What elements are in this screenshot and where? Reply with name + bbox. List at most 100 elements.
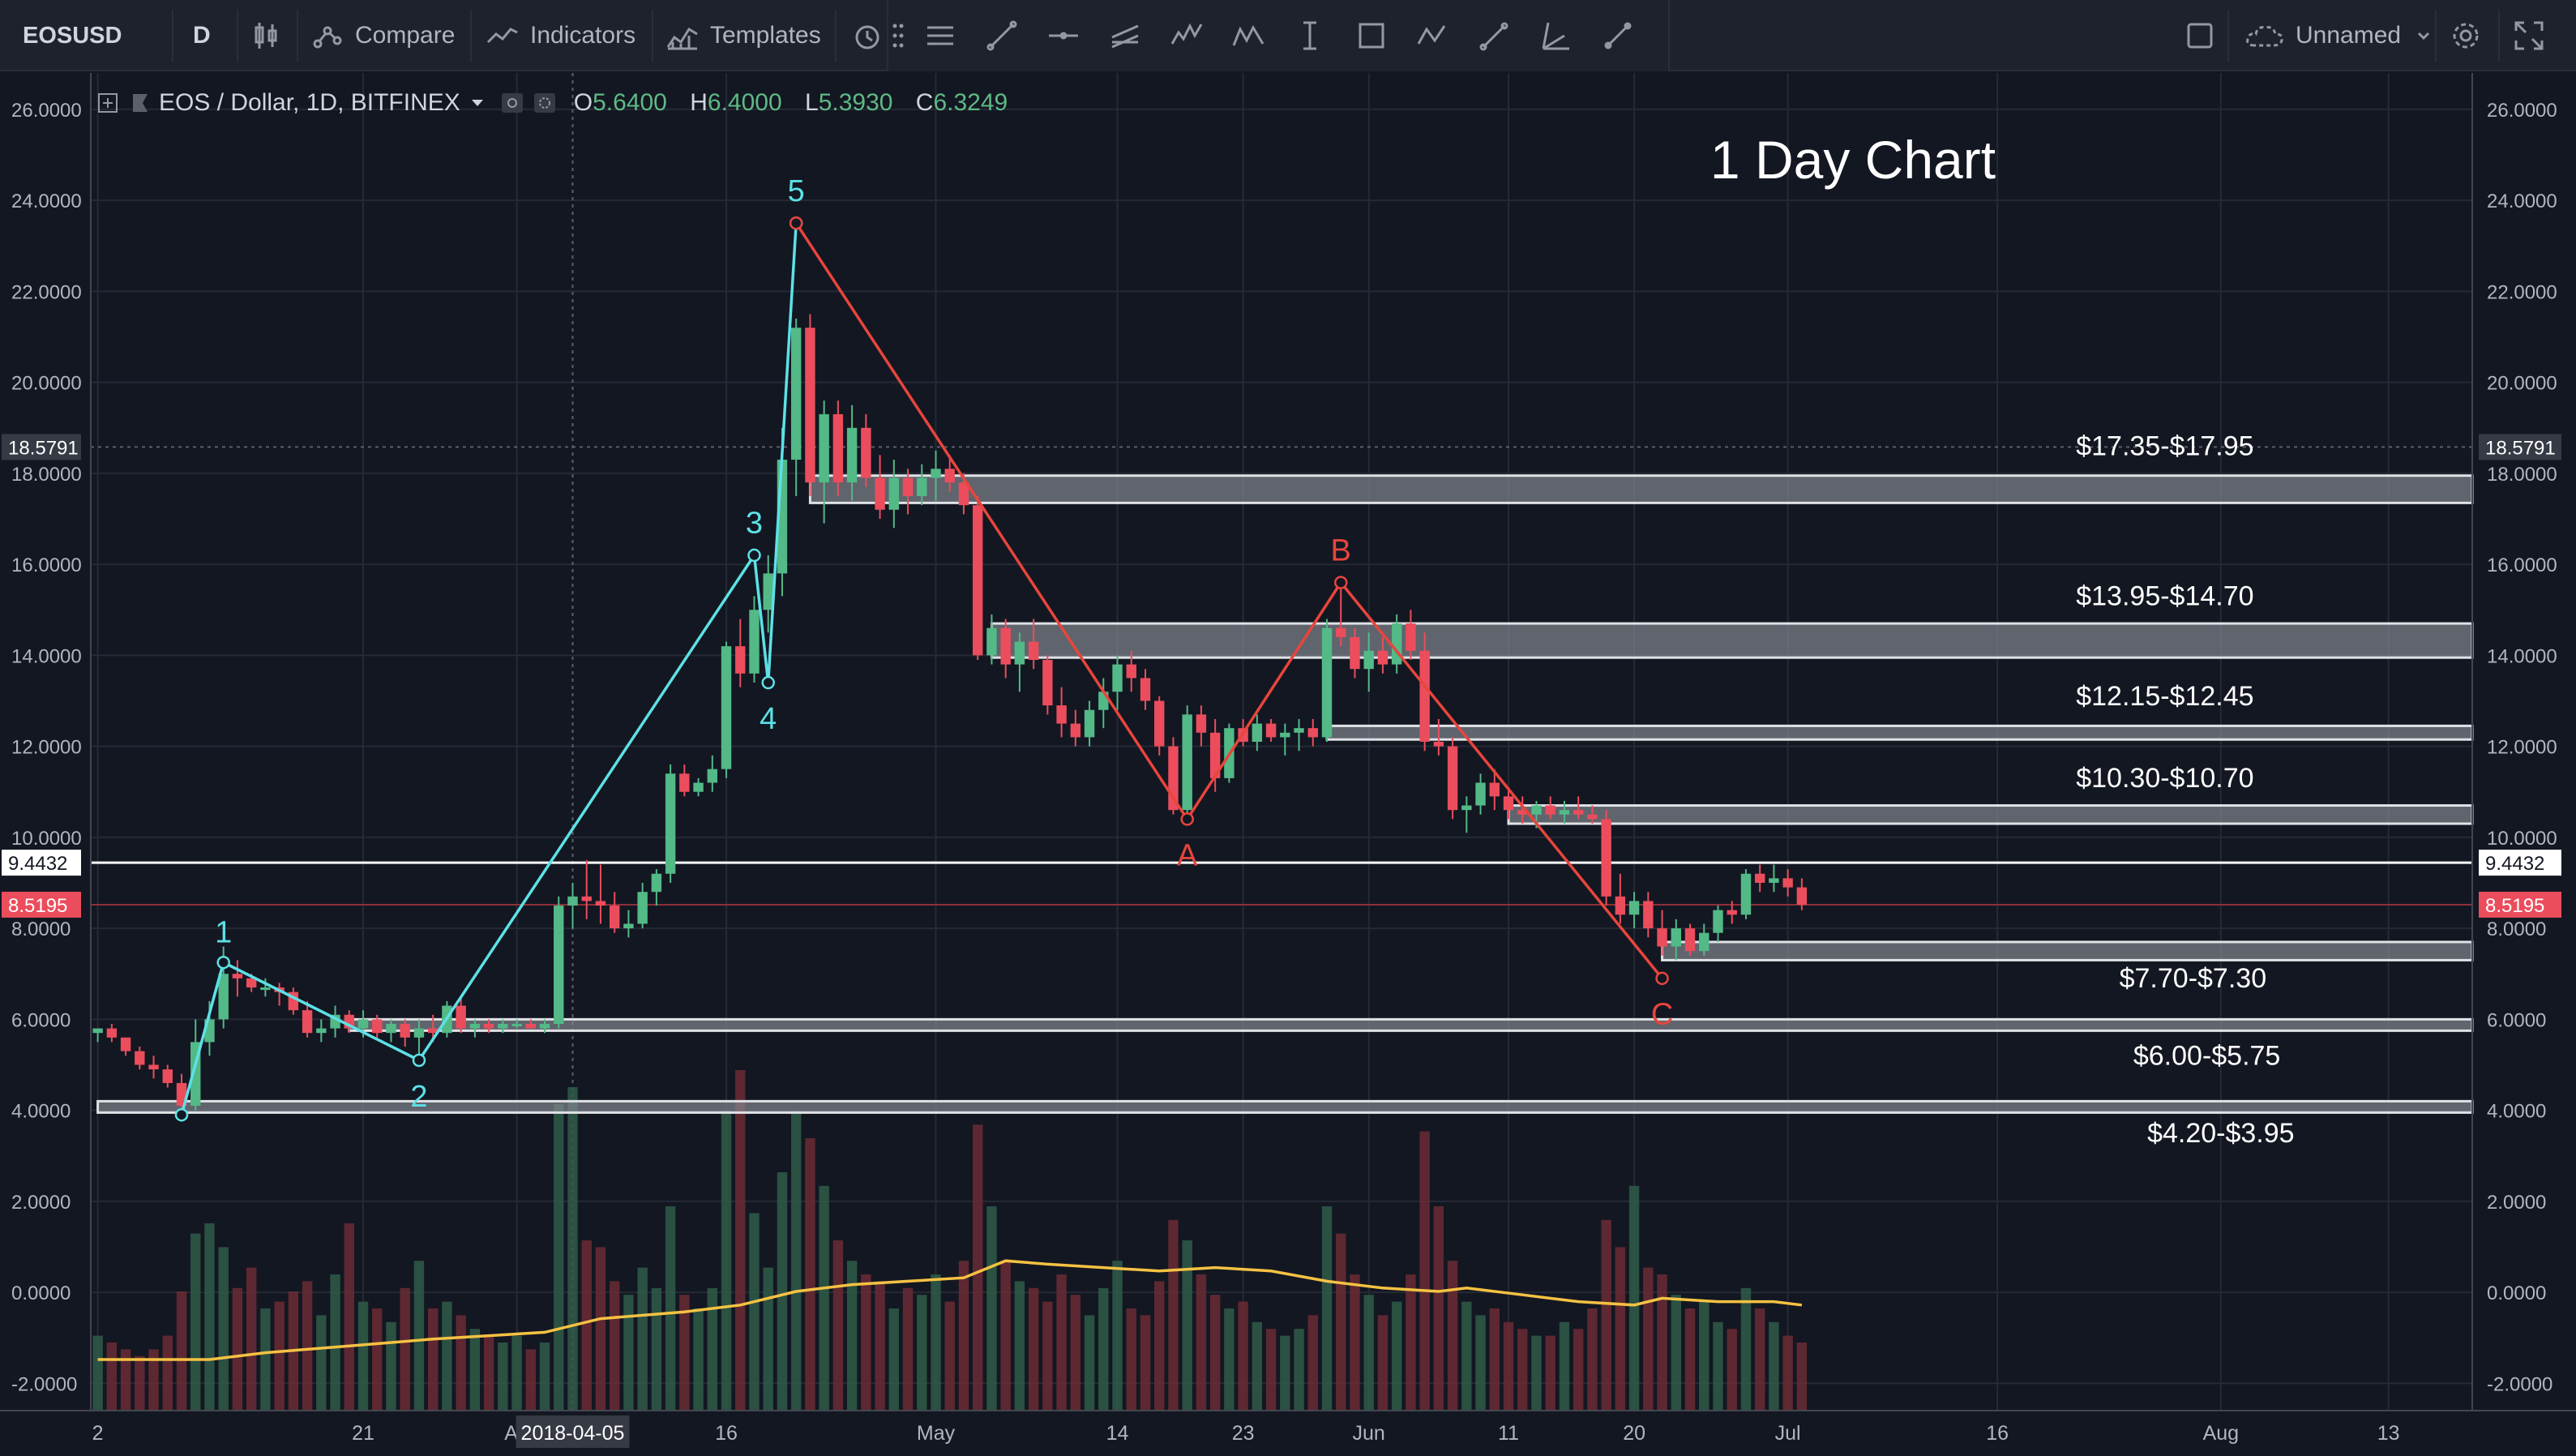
candle-body xyxy=(693,782,704,792)
indicators-label: Indicators xyxy=(530,22,636,49)
candle-body xyxy=(1280,732,1290,738)
toolbar-divider xyxy=(835,10,837,62)
volume-bar xyxy=(1433,1206,1444,1411)
drag-handle-icon[interactable] xyxy=(890,11,906,60)
settings-button[interactable] xyxy=(2450,0,2482,71)
volume-bar xyxy=(386,1321,396,1411)
y-tick-label-left: 26.0000 xyxy=(11,100,82,122)
volume-bar xyxy=(1350,1274,1360,1411)
interval-label: D xyxy=(193,22,211,49)
candle-body xyxy=(973,505,983,656)
toolbar-divider xyxy=(652,10,653,62)
volume-bar xyxy=(1056,1274,1067,1411)
abcd-pattern-icon[interactable] xyxy=(1409,11,1457,60)
volume-bar xyxy=(1628,1185,1640,1411)
volume-bar xyxy=(902,1287,914,1411)
series-title[interactable]: EOS / Dollar, 1D, BITFINEX xyxy=(159,89,460,116)
maximize-button[interactable] xyxy=(2513,0,2545,71)
xabcd-pattern-icon[interactable] xyxy=(1224,11,1273,60)
volume-bar xyxy=(413,1261,425,1411)
toolbar-divider xyxy=(2435,10,2437,62)
volume-bar xyxy=(232,1287,243,1411)
layout-menu-button[interactable]: Unnamed xyxy=(2244,0,2432,71)
candle-body xyxy=(148,1064,159,1070)
y-tick-label-right: 12.0000 xyxy=(2487,737,2557,759)
fullscreen-toggle-button[interactable] xyxy=(2184,0,2216,71)
templates-button[interactable]: Templates xyxy=(666,0,821,71)
horizontal-line-icon[interactable] xyxy=(1039,11,1088,60)
trend-line-icon[interactable] xyxy=(978,11,1026,60)
volume-bar xyxy=(1671,1295,1681,1411)
volume-bar xyxy=(1168,1219,1179,1411)
alert-button[interactable] xyxy=(851,0,884,71)
volume-bar xyxy=(665,1206,676,1411)
price-zone-label: $17.35-$17.95 xyxy=(2076,430,2253,461)
compare-label: Compare xyxy=(355,22,456,49)
elliott-wave-icon[interactable] xyxy=(1162,11,1211,60)
caret-down-icon[interactable] xyxy=(470,97,485,109)
layout-name: Unnamed xyxy=(2296,22,2402,49)
candle-body xyxy=(581,896,592,901)
wave-point xyxy=(1655,971,1669,986)
indicators-button[interactable]: Indicators xyxy=(486,0,635,71)
price-zone-label: $6.00-$5.75 xyxy=(2133,1040,2281,1071)
crosshair-price-tag-text: 18.5791 xyxy=(2485,437,2556,459)
candle-body xyxy=(469,1023,481,1029)
volume-bar xyxy=(623,1295,634,1411)
volume-bar xyxy=(1615,1247,1626,1411)
candles-icon xyxy=(255,23,277,49)
series-settings-icon[interactable] xyxy=(533,92,556,113)
fib-fan-icon[interactable] xyxy=(1532,11,1581,60)
x-tick-label: 16 xyxy=(1986,1422,2009,1445)
ruler-icon[interactable] xyxy=(1594,11,1642,60)
rectangle-icon[interactable] xyxy=(1347,11,1396,60)
volume-bar xyxy=(1209,1295,1221,1411)
x-tick-label: 16 xyxy=(715,1422,738,1445)
volume-bar xyxy=(330,1274,340,1411)
date-range-icon[interactable] xyxy=(1286,11,1334,60)
volume-bar xyxy=(1196,1274,1207,1411)
volume-bar xyxy=(1475,1315,1486,1411)
volume-bar xyxy=(554,1104,564,1411)
collapse-plus-icon[interactable] xyxy=(97,92,118,113)
y-tick-label-left: 16.0000 xyxy=(11,555,82,576)
y-tick-label-right: 24.0000 xyxy=(2487,191,2557,212)
volume-bar xyxy=(260,1308,271,1411)
candle-body xyxy=(1028,641,1039,660)
interval-button[interactable]: D xyxy=(193,0,211,71)
flag-icon[interactable] xyxy=(131,92,149,113)
wave-point xyxy=(747,548,761,563)
wave-label: C xyxy=(1651,998,1673,1032)
price-chart[interactable]: $17.35-$17.95 $13.95-$14.70 $12.15-$12.45 $… xyxy=(0,73,2576,1456)
open-value: 5.6400 xyxy=(593,89,667,116)
horizontal-ray-icon[interactable] xyxy=(916,11,965,60)
toolbar-divider xyxy=(2498,10,2500,62)
x-tick-label: Aug xyxy=(2203,1422,2239,1445)
brush-icon[interactable] xyxy=(1470,11,1519,60)
eye-icon[interactable] xyxy=(501,92,524,113)
symbol-search-input[interactable]: EOSUSD xyxy=(11,13,160,58)
candle-body xyxy=(832,413,844,483)
candle-body xyxy=(665,773,676,874)
y-tick-label-right: 8.0000 xyxy=(2487,919,2546,940)
volume-bar xyxy=(1363,1295,1374,1411)
volume-ma-line xyxy=(97,1259,1803,1361)
candle-body xyxy=(92,1028,103,1034)
chart-area[interactable]: $17.35-$17.95 $13.95-$14.70 $12.15-$12.45 $… xyxy=(0,73,2576,1456)
price-zone xyxy=(1507,804,2474,825)
compare-button[interactable]: Compare xyxy=(311,0,455,71)
volume-bar xyxy=(1406,1274,1416,1411)
price-zone-label: $12.15-$12.45 xyxy=(2076,681,2253,712)
x-tick-label: 11 xyxy=(1498,1422,1519,1445)
volume-bar xyxy=(120,1349,131,1411)
volume-bar xyxy=(218,1247,229,1411)
volume-bar xyxy=(790,1111,802,1411)
candle-body xyxy=(637,892,648,924)
chart-style-button[interactable] xyxy=(250,0,282,71)
candle-body xyxy=(316,1028,327,1034)
volume-bar xyxy=(1391,1301,1402,1411)
volume-bar xyxy=(888,1308,900,1411)
parallel-channel-icon[interactable] xyxy=(1101,11,1149,60)
y-tick-label-left: 18.0000 xyxy=(11,464,82,486)
candle-body xyxy=(1433,742,1444,747)
